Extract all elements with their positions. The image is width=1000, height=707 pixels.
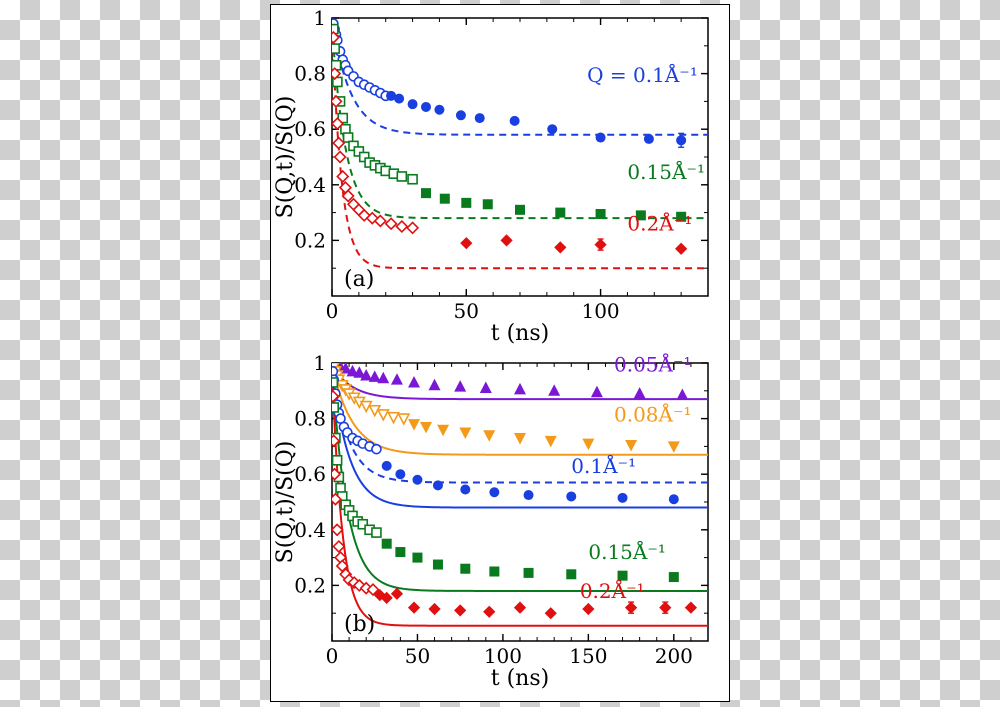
svg-text:0.8: 0.8	[294, 62, 326, 86]
series-annotation: 0.15Å⁻¹	[588, 539, 666, 564]
plot: 0 50 100 150 200 0.2 0.4 0.6 0.8 1 t (ns) S(Q,t)/S(…	[273, 351, 708, 691]
svg-text:0.2: 0.2	[294, 228, 326, 252]
series-annotation: 0.08Å⁻¹	[614, 401, 692, 426]
series-annotation: Q = 0.1Å⁻¹	[587, 62, 698, 87]
series-annotation: 0.1Å⁻¹	[571, 453, 636, 478]
figure-panel: 0 50 100 0.2 0.4 0.6 0.8 1 t (ns) S(Q,t)/S(Q) Q = …	[270, 4, 730, 702]
x-axis-label: t (ns)	[491, 321, 549, 346]
svg-text:0.8: 0.8	[294, 407, 326, 431]
panel-tag: (a)	[344, 267, 374, 292]
x-axis-label: t (ns)	[491, 666, 549, 691]
series-annotation: 0.2Å⁻¹	[627, 211, 692, 236]
series-annotation: 0.15Å⁻¹	[627, 159, 705, 184]
svg-text:0.4: 0.4	[294, 173, 326, 197]
svg-text:150: 150	[569, 644, 607, 668]
svg-text:0.4: 0.4	[294, 518, 326, 542]
svg-text:0.6: 0.6	[294, 462, 326, 486]
svg-text:0: 0	[326, 644, 339, 668]
svg-text:50: 50	[454, 299, 479, 323]
svg-text:0.2: 0.2	[294, 573, 326, 597]
svg-text:0: 0	[326, 299, 339, 323]
series-annotation: 0.05Å⁻¹	[614, 351, 692, 376]
svg-text:100: 100	[484, 644, 522, 668]
svg-text:50: 50	[405, 644, 430, 668]
y-axis-label: S(Q,t)/S(Q)	[273, 441, 298, 564]
series-annotation: 0.2Å⁻¹	[580, 578, 645, 603]
svg-text:200: 200	[655, 644, 693, 668]
svg-text:1: 1	[313, 351, 326, 375]
svg-text:100: 100	[581, 299, 619, 323]
svg-text:0.6: 0.6	[294, 117, 326, 141]
svg-text:1: 1	[313, 6, 326, 30]
panel-tag: (b)	[344, 612, 375, 637]
y-axis-label: S(Q,t)/S(Q)	[273, 96, 298, 219]
plot: 0 50 100 0.2 0.4 0.6 0.8 1 t (ns) S(Q,t)/S(Q) Q = …	[273, 6, 708, 346]
